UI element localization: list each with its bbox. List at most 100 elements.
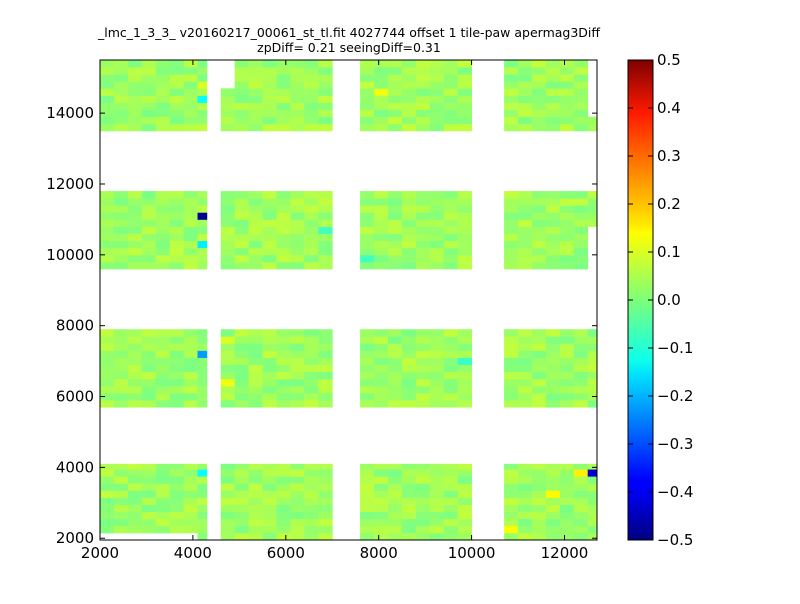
heatmap-cell [457,116,472,125]
heatmap-cell [504,95,519,103]
heatmap-cell [234,205,250,213]
heatmap-cell [559,476,575,484]
heatmap-cell [127,81,143,89]
heatmap-cell [169,385,184,394]
heatmap-cell [234,497,250,505]
heatmap-cell [587,219,598,227]
heatmap-cell [248,518,263,527]
heatmap-cell [457,463,472,470]
heatmap-cell [457,504,472,513]
heatmap-cell [518,532,533,541]
heatmap-cell [415,490,431,498]
heatmap-cell [262,532,277,541]
heatmap-cell [155,392,171,401]
heatmap-cell [415,261,431,270]
heatmap-cell [457,392,472,401]
heatmap-cell [587,329,598,337]
heatmap-cell [304,343,319,351]
heatmap-cell [360,350,375,358]
heatmap-cell [573,490,589,498]
heatmap-cell [457,88,472,96]
heatmap-cell [318,329,333,337]
heatmap-cell [248,60,263,68]
heatmap-cell [504,81,519,89]
heatmap-cell [248,74,263,82]
heatmap-cell [169,198,184,206]
heatmap-cell [290,525,305,534]
heatmap-cell [127,254,143,263]
heatmap-cell [290,385,305,394]
heatmap-cell [248,226,263,234]
heatmap-cell [234,233,250,242]
heatmap-cell [155,378,171,387]
heatmap-cell [127,497,143,505]
heatmap-cell [234,109,250,118]
heatmap-cell [545,81,561,89]
heatmap-cell [113,463,129,470]
heatmap-cell [141,350,157,358]
heatmap-cell [559,226,575,234]
heatmap-cell [183,490,198,498]
heatmap-cell [518,525,533,534]
heatmap-cell [127,343,143,351]
heatmap-cell [457,198,472,206]
heatmap-cell [401,74,417,82]
heatmap-cell [141,343,157,351]
heatmap-cell [573,123,589,132]
heatmap-cell [248,247,263,256]
heatmap-cell [415,357,431,366]
heatmap-cell [141,81,157,89]
heatmap-cell [429,212,445,220]
heatmap-cell [360,81,375,89]
heatmap-cell [531,198,547,206]
heatmap-cell [504,371,519,380]
heatmap-cell [318,336,333,344]
heatmap-cell [183,511,198,520]
heatmap-cell [290,463,305,470]
heatmap-cell [220,532,236,541]
heatmap-cell [113,191,129,199]
heatmap-cell [360,95,375,103]
heatmap-cell [113,88,129,96]
heatmap-cell [141,490,157,498]
heatmap-cell [360,504,375,513]
heatmap-cell [559,350,575,358]
heatmap-cell [234,476,250,484]
heatmap-cell [374,469,389,477]
heatmap-cell [276,525,291,534]
heatmap-cell [234,219,250,227]
heatmap-cell [387,385,403,394]
heatmap-cell [360,247,375,256]
heatmap-cell [197,205,208,213]
heatmap-cell [587,364,598,373]
heatmap-cell [559,336,575,344]
heatmap-cell [573,469,589,477]
heatmap-cell [429,60,445,68]
heatmap-cell [113,364,129,373]
heatmap-cell [155,191,171,199]
heatmap-cell [457,385,472,394]
heatmap-cell [545,497,561,505]
heatmap-cell [318,74,333,82]
y-tick-label: 10000 [46,246,94,264]
heatmap-cell [220,504,236,513]
heatmap-cell [155,247,171,256]
heatmap-cell [113,378,129,387]
heatmap-cell [141,518,157,527]
heatmap-cell [531,116,547,125]
heatmap-cell [234,525,250,534]
heatmap-cell [573,329,589,337]
heatmap-cell [518,102,533,110]
heatmap-cell [415,525,431,534]
heatmap-cell [573,392,589,401]
heatmap-cell [387,371,403,380]
heatmap-cell [220,400,236,408]
colorbar-tick-label: 0.4 [657,99,681,117]
heatmap-cell [169,364,184,373]
heatmap-cell [360,518,375,527]
heatmap-cell [518,497,533,505]
heatmap-cell [220,343,236,351]
heatmap-cell [360,191,375,199]
heatmap-cell [100,392,115,401]
heatmap-cell [443,378,459,387]
